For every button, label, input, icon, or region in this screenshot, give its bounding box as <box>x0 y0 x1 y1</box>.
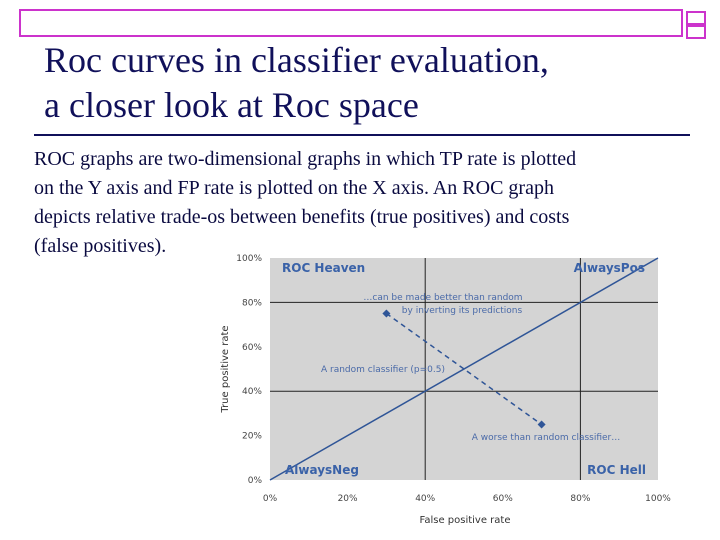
point-marker <box>537 420 546 429</box>
x-tick-label: 20% <box>338 494 358 504</box>
point-marker <box>382 309 391 318</box>
body-text: (false positives). <box>34 235 166 257</box>
body-text: ROC graphs are two-dimensional graphs in… <box>34 148 576 170</box>
y-tick-label: 60% <box>242 343 262 353</box>
x-tick-label: 60% <box>493 494 513 504</box>
x-axis-label: False positive rate <box>420 515 511 526</box>
annotation: ROC Heaven <box>282 261 365 275</box>
y-tick-label: 20% <box>242 432 262 442</box>
header-bar <box>19 9 683 37</box>
annotation: …can be made better than random <box>363 293 522 303</box>
y-tick-label: 0% <box>248 476 263 486</box>
slide-title: Roc curves in classifier evaluation, <box>44 40 549 80</box>
x-tick-label: 40% <box>415 494 435 504</box>
body-text: depicts relative trade-os between benefi… <box>34 206 570 228</box>
header-box <box>686 11 706 25</box>
series-line <box>269 257 659 481</box>
series-line <box>385 312 543 426</box>
y-tick-label: 80% <box>242 298 262 308</box>
body-text: on the Y axis and FP rate is plotted on … <box>34 177 554 199</box>
x-tick-label: 80% <box>570 494 590 504</box>
y-tick-label: 40% <box>242 387 262 397</box>
annotation: AlwaysPos <box>574 261 645 275</box>
x-tick-label: 0% <box>263 494 278 504</box>
header-box <box>686 25 706 39</box>
annotation: A random classifier (p=0.5) <box>321 365 445 375</box>
y-axis-label: True positive rate <box>220 325 231 413</box>
x-tick-label: 100% <box>645 494 671 504</box>
slide-title: a closer look at Roc space <box>44 85 419 125</box>
annotation: AlwaysNeg <box>285 463 359 477</box>
annotation: A worse than random classifier… <box>472 433 621 443</box>
annotation: by inverting its predictions <box>402 306 523 316</box>
y-tick-label: 100% <box>236 254 262 264</box>
annotation: ROC Hell <box>587 463 646 477</box>
